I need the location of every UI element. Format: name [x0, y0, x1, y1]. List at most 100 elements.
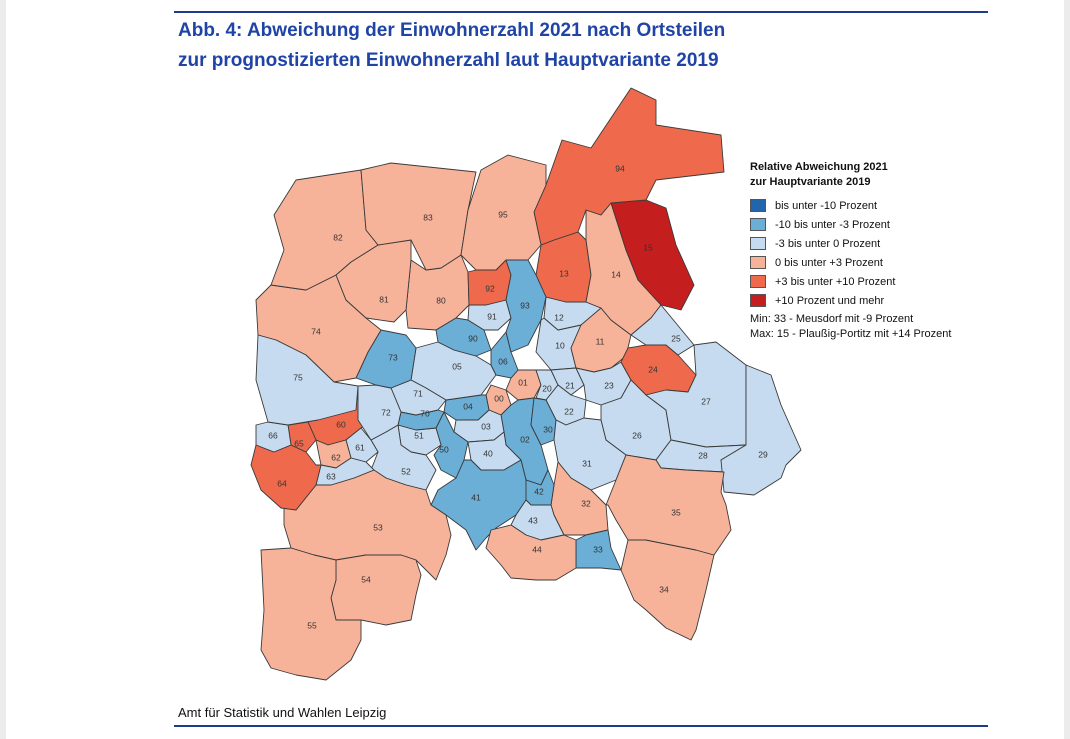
district-label: 51 [414, 430, 424, 440]
district-label: 35 [671, 507, 681, 517]
district-label: 27 [701, 396, 711, 406]
district-label: 91 [487, 311, 497, 321]
district-label: 94 [615, 163, 625, 173]
legend-item: -3 bis unter 0 Prozent [750, 234, 1000, 253]
district-area [360, 162, 477, 271]
district-label: 20 [542, 383, 552, 393]
legend-label: bis unter -10 Prozent [775, 199, 878, 212]
district-label: 55 [307, 620, 317, 630]
district-map-svg: 00 01 02 03 04 05 06 10 11 12 13 14 15 20 21 22 23 24 25 26… [250, 87, 802, 681]
district-label: 54 [361, 574, 371, 584]
legend-swatch [750, 199, 766, 212]
district-label: 60 [336, 419, 346, 429]
district-area [355, 329, 417, 389]
legend-item: +10 Prozent und mehr [750, 291, 1000, 310]
district-label: 83 [423, 212, 433, 222]
district-area [315, 457, 375, 486]
district-label: 41 [471, 492, 481, 502]
district-label: 00 [494, 393, 504, 403]
district-area [485, 524, 577, 581]
district-area [330, 554, 422, 626]
district-label: 33 [593, 544, 603, 554]
district-area [260, 547, 362, 681]
source-note: Amt für Statistik und Wahlen Leipzig [178, 705, 387, 720]
district-label: 14 [611, 269, 621, 279]
legend-label: +10 Prozent und mehr [775, 294, 885, 307]
district-label: 11 [596, 336, 605, 346]
district-area [460, 154, 547, 271]
legend-swatch [750, 275, 766, 288]
report-page: Abb. 4: Abweichung der Einwohnerzahl 202… [6, 0, 1064, 739]
district-label: 29 [758, 449, 768, 459]
map-legend: Relative Abweichung 2021 zur Hauptvarian… [750, 160, 1000, 342]
legend-swatch [750, 218, 766, 231]
district-label: 53 [373, 522, 383, 532]
district-label: 25 [671, 333, 681, 343]
district-label: 75 [293, 372, 303, 382]
district-label: 15 [643, 242, 653, 252]
district-label: 43 [528, 515, 538, 525]
district-area [610, 199, 695, 311]
legend-item: +3 bis unter +10 Prozent [750, 272, 1000, 291]
district-label: 03 [481, 421, 491, 431]
figure-title-line2: zur prognostizierten Einwohnerzahl laut … [178, 50, 719, 71]
legend-label: +3 bis unter +10 Prozent [775, 275, 896, 288]
district-area [533, 87, 725, 246]
header-rule [174, 11, 988, 13]
district-label: 31 [582, 458, 592, 468]
legend-swatch [750, 256, 766, 269]
legend-item: bis unter -10 Prozent [750, 196, 1000, 215]
legend-title-line2: zur Hauptvariante 2019 [750, 176, 871, 188]
district-area [443, 394, 490, 421]
district-area [505, 369, 542, 401]
district-area [575, 529, 622, 571]
district-label: 61 [355, 442, 365, 452]
legend-label: -10 bis unter -3 Prozent [775, 218, 890, 231]
district-area [505, 259, 547, 353]
district-label: 01 [518, 377, 528, 387]
district-label: 24 [648, 364, 658, 374]
district-label: 32 [581, 498, 591, 508]
legend-max: Max: 15 - Plaußig-Portitz mit +14 Prozen… [750, 328, 952, 340]
legend-item: 0 bis unter +3 Prozent [750, 253, 1000, 272]
legend-label: -3 bis unter 0 Prozent [775, 237, 881, 250]
district-label: 22 [564, 406, 574, 416]
district-area [390, 379, 447, 416]
district-label: 93 [520, 300, 530, 310]
district-label: 90 [468, 333, 478, 343]
district-label: 23 [604, 380, 614, 390]
district-label: 05 [452, 361, 462, 371]
figure-title: Abb. 4: Abweichung der Einwohnerzahl 202… [178, 16, 725, 76]
footer-rule [174, 725, 988, 727]
district-label: 82 [333, 232, 343, 242]
district-label: 71 [413, 388, 423, 398]
legend-swatch [750, 237, 766, 250]
district-area [255, 334, 359, 426]
district-label: 92 [485, 283, 495, 293]
district-label: 26 [632, 430, 642, 440]
district-label: 63 [326, 471, 336, 481]
district-label: 12 [554, 312, 564, 322]
district-label: 64 [277, 478, 287, 488]
district-label: 02 [520, 434, 530, 444]
district-label: 66 [268, 430, 278, 440]
district-label: 06 [498, 356, 508, 366]
district-label: 50 [439, 444, 449, 454]
district-label: 81 [379, 294, 389, 304]
district-label: 13 [559, 268, 569, 278]
district-label: 80 [436, 295, 446, 305]
legend-item: -10 bis unter -3 Prozent [750, 215, 1000, 234]
legend-list: bis unter -10 Prozent -10 bis unter -3 Pr… [750, 196, 1000, 310]
district-label: 70 [420, 408, 430, 418]
district-area [630, 304, 695, 356]
figure-title-line1: Abb. 4: Abweichung der Einwohnerzahl 202… [178, 20, 726, 41]
district-area [605, 454, 732, 556]
district-label: 21 [565, 380, 575, 390]
district-label: 72 [381, 407, 391, 417]
district-area [720, 364, 802, 496]
district-area [435, 317, 492, 357]
district-label: 04 [463, 401, 473, 411]
district-label: 30 [543, 424, 553, 434]
district-map: 00 01 02 03 04 05 06 10 11 12 13 14 15 20 21 22 23 24 25 26… [6, 0, 1064, 739]
district-label: 34 [659, 584, 669, 594]
